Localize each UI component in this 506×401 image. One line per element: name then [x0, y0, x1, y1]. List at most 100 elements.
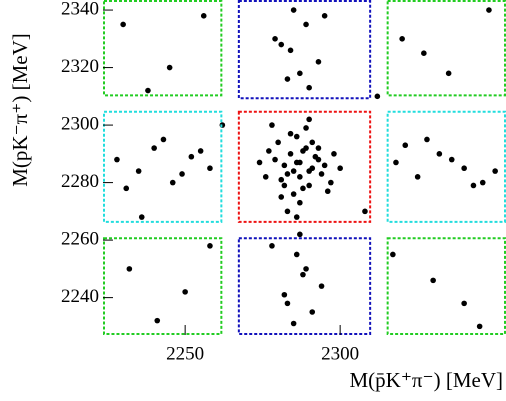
- point: [309, 165, 316, 172]
- point: [293, 214, 300, 220]
- point: [303, 266, 309, 272]
- point: [114, 156, 120, 163]
- point: [321, 13, 328, 19]
- point: [321, 162, 328, 169]
- point: [297, 231, 303, 238]
- point: [324, 188, 331, 195]
- point: [284, 76, 291, 82]
- point: [399, 36, 405, 42]
- y-tick-label: 2320: [61, 56, 99, 77]
- point: [393, 159, 399, 166]
- region-box: [386, 110, 506, 223]
- x-tick-label: 2300: [321, 343, 359, 364]
- point: [448, 156, 455, 163]
- point: [303, 145, 309, 151]
- point: [281, 291, 288, 298]
- point: [421, 50, 427, 56]
- point: [306, 116, 312, 123]
- point: [278, 176, 285, 183]
- point: [123, 185, 130, 192]
- point: [306, 84, 312, 91]
- point: [414, 174, 421, 180]
- point: [492, 168, 498, 174]
- point: [318, 171, 325, 177]
- point: [256, 159, 263, 166]
- point: [445, 70, 452, 77]
- point: [303, 21, 309, 28]
- point: [331, 151, 337, 157]
- region-box: [237, 0, 372, 100]
- x-tick-label: 2250: [166, 343, 204, 364]
- point: [290, 320, 297, 327]
- y-tick-label: 2260: [61, 228, 99, 249]
- point: [436, 151, 443, 157]
- point: [476, 323, 483, 330]
- point: [470, 182, 477, 189]
- point: [297, 70, 303, 77]
- point: [297, 174, 303, 180]
- y-tick-label: 2340: [61, 0, 99, 19]
- point: [290, 7, 297, 13]
- point: [182, 289, 188, 295]
- point: [281, 162, 288, 169]
- point: [374, 93, 381, 100]
- point: [145, 87, 151, 94]
- point: [362, 208, 368, 215]
- point: [337, 165, 343, 172]
- point: [272, 36, 278, 42]
- region-box: [237, 110, 372, 223]
- point: [315, 156, 322, 163]
- y-axis-label: M(pK⁻π⁺) [MeV]: [8, 33, 32, 187]
- point: [126, 266, 133, 272]
- point: [151, 145, 157, 151]
- point: [262, 174, 269, 180]
- point: [160, 136, 167, 143]
- point: [300, 185, 306, 192]
- point: [284, 208, 291, 215]
- y-tick-label: 2280: [61, 171, 99, 192]
- point: [197, 148, 204, 154]
- point: [315, 145, 322, 151]
- point: [287, 47, 294, 54]
- point: [166, 64, 173, 71]
- point: [266, 148, 272, 154]
- point: [284, 300, 291, 307]
- point: [461, 300, 467, 307]
- point: [290, 168, 297, 174]
- point: [278, 41, 285, 48]
- point: [293, 159, 300, 166]
- point: [309, 139, 316, 146]
- point: [188, 153, 195, 160]
- point: [281, 182, 288, 189]
- region-box: [103, 0, 223, 97]
- point: [269, 122, 275, 128]
- point: [135, 168, 142, 174]
- point: [300, 271, 306, 278]
- point: [430, 277, 436, 284]
- point: [275, 139, 281, 146]
- point: [290, 191, 297, 197]
- point: [179, 171, 185, 177]
- point: [309, 309, 316, 315]
- point: [424, 136, 430, 143]
- point: [297, 199, 303, 206]
- point: [169, 179, 176, 186]
- region-box: [386, 237, 506, 336]
- point: [461, 165, 467, 172]
- point: [306, 182, 312, 189]
- point: [303, 125, 309, 131]
- point: [154, 317, 161, 324]
- point: [287, 130, 294, 137]
- point: [207, 243, 213, 249]
- region-box: [237, 237, 372, 336]
- point: [120, 21, 126, 28]
- point: [486, 7, 492, 13]
- point: [479, 179, 486, 186]
- point: [138, 214, 145, 220]
- point: [207, 165, 213, 172]
- y-tick-label: 2300: [61, 113, 99, 134]
- point: [328, 179, 334, 186]
- point: [287, 151, 294, 157]
- point: [390, 251, 396, 258]
